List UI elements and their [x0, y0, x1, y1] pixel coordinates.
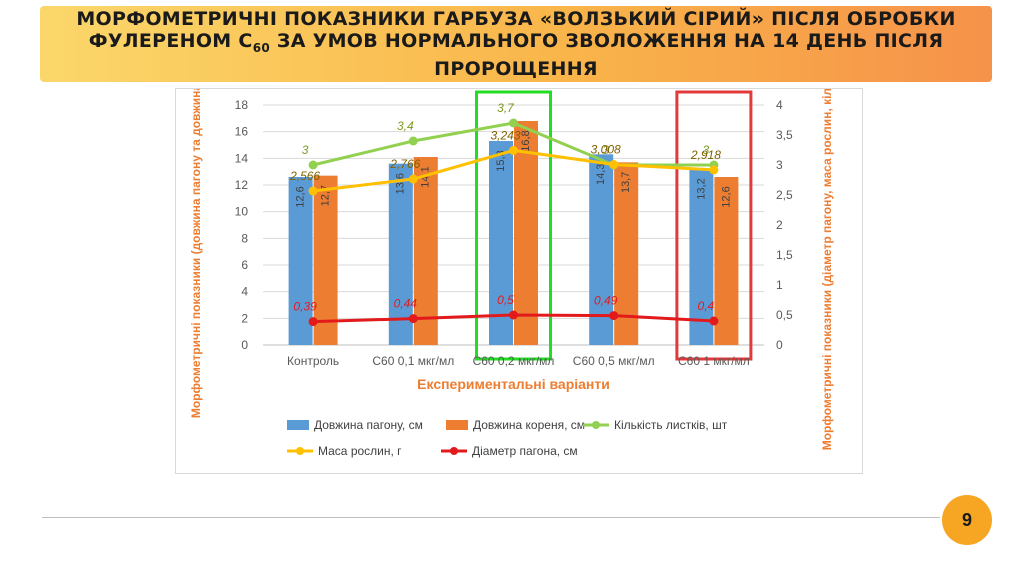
- bar: [589, 154, 614, 345]
- x-tick-label: С60 1 мкг/мл: [678, 354, 750, 368]
- legend-label: Довжина кореня, см: [473, 418, 585, 432]
- bar: [714, 177, 739, 345]
- legend-label: Кількість листків, шт: [614, 418, 728, 432]
- footer-divider: [42, 517, 940, 518]
- legend-marker: [450, 447, 458, 455]
- y-tick-label: 2: [241, 311, 248, 325]
- line-point: [408, 136, 418, 146]
- line-point: [509, 118, 518, 128]
- bar: [388, 163, 413, 345]
- line-data-label: 0,44: [394, 297, 418, 311]
- y2-axis-title: Морфометричні показники (діаметр пагону,…: [820, 89, 834, 450]
- y2-tick-label: 1: [776, 278, 783, 292]
- page-number: 9: [961, 509, 972, 530]
- x-tick-label: С60 0,1 мкг/мл: [372, 354, 454, 368]
- slide-title: Морфометричні показники гарбуза «Волзьки…: [76, 7, 956, 81]
- line-data-label: 3: [602, 143, 609, 157]
- line-data-label: 3,008: [591, 143, 621, 157]
- y-tick-label: 16: [235, 125, 249, 139]
- line-point: [509, 145, 518, 155]
- y-axis-title: Морфометричні показники (довжина пагону …: [189, 89, 203, 418]
- line-data-label: 2,566: [289, 169, 320, 183]
- legend-swatch: [287, 420, 309, 430]
- line-data-label: 3,4: [397, 119, 414, 133]
- line-point: [308, 317, 318, 327]
- x-tick-label: Контроль: [287, 354, 339, 368]
- y2-tick-label: 0: [776, 338, 783, 352]
- bar: [514, 121, 538, 345]
- line-point: [408, 314, 418, 324]
- highlight-box: [475, 90, 552, 361]
- line-point: [308, 186, 318, 196]
- legend-marker: [296, 447, 304, 455]
- line-point: [609, 160, 619, 170]
- y2-tick-label: 4: [776, 98, 783, 112]
- bar-data-label: 13,7: [620, 172, 632, 193]
- line-data-label: 0,39: [293, 300, 317, 314]
- line-point: [308, 160, 318, 170]
- y-tick-label: 4: [241, 285, 248, 299]
- y2-tick-label: 2,5: [776, 188, 793, 202]
- bar-data-label: 16,8: [520, 130, 532, 151]
- y-tick-label: 10: [235, 205, 249, 219]
- page-number-badge: 9: [942, 495, 992, 545]
- line-data-label: 2,918: [690, 148, 721, 162]
- bar: [313, 175, 338, 345]
- y-tick-label: 12: [235, 178, 249, 192]
- y-tick-label: 0: [241, 338, 248, 352]
- x-tick-label: С60 0,5 мкг/мл: [573, 354, 655, 368]
- line-point: [408, 174, 418, 184]
- line-data-label: 0,4: [698, 299, 715, 313]
- line-point: [609, 311, 619, 321]
- line-data-label: 0,49: [594, 294, 618, 308]
- legend-label: Діаметр пагона, см: [472, 444, 578, 458]
- line-point: [709, 165, 719, 175]
- bar: [689, 169, 714, 345]
- x-axis-title: Експериментальні варіанти: [417, 376, 610, 392]
- y2-tick-label: 1,5: [776, 248, 793, 262]
- line-data-label: 3,243: [490, 128, 520, 142]
- bar: [288, 177, 313, 345]
- legend-label: Маса рослин, г: [318, 444, 402, 458]
- bar-data-label: 12,6: [295, 186, 307, 207]
- line-data-label: 3: [703, 143, 710, 157]
- y-tick-label: 8: [241, 231, 248, 245]
- line-data-label: 0,5: [497, 293, 514, 307]
- bar: [489, 141, 513, 345]
- line-data-label: 3: [302, 143, 309, 157]
- bar-data-label: 14,3: [595, 164, 607, 185]
- legend-swatch: [446, 420, 468, 430]
- title-banner: Морфометричні показники гарбуза «Волзьки…: [40, 6, 992, 82]
- bar: [413, 157, 438, 345]
- y-tick-label: 14: [235, 151, 249, 165]
- y2-tick-label: 2: [776, 218, 783, 232]
- y2-tick-label: 0,5: [776, 308, 793, 322]
- bar-data-label: 12,6: [720, 186, 732, 207]
- legend-label: Довжина пагону, см: [314, 418, 423, 432]
- x-tick-label: С60 0,2 мкг/мл: [473, 354, 555, 368]
- y-tick-label: 18: [235, 98, 249, 112]
- highlight-box: [675, 90, 753, 361]
- line-data-label: 2,766: [389, 157, 420, 171]
- legend-marker: [592, 421, 600, 429]
- bar-data-label: 13,6: [395, 173, 407, 194]
- bar-data-label: 13,2: [695, 178, 707, 199]
- y2-tick-label: 3: [776, 158, 783, 172]
- line-data-label: 3,7: [497, 101, 515, 115]
- combo-chart: 0 2 4 6 8 10 12 14 16 18 0 0,5 1 1,5 2 2,5 3 3,5 4 12,6 13,6…: [189, 89, 834, 458]
- chart-area: 0 2 4 6 8 10 12 14 16 18 0 0,5 1 1,5 2 2,5 3 3,5 4 12,6 13,6…: [175, 88, 863, 474]
- y-tick-label: 6: [241, 258, 248, 272]
- line-point: [709, 316, 719, 326]
- line-point: [509, 310, 518, 320]
- y2-tick-label: 3,5: [776, 128, 793, 142]
